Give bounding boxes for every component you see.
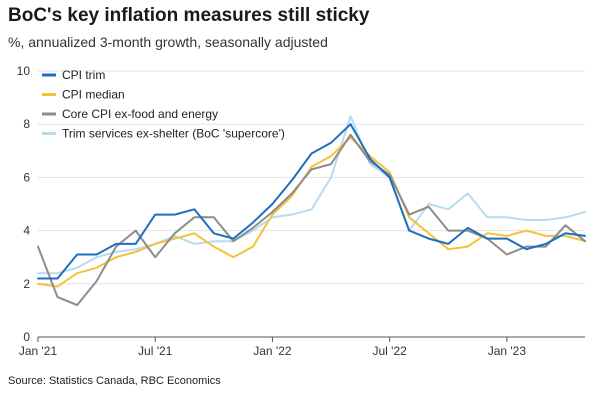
x-tick-label: Jul '22 (372, 344, 407, 358)
legend-label: Core CPI ex-food and energy (62, 107, 218, 121)
series-line-2 (37, 133, 586, 307)
chart-source: Source: Statistics Canada, RBC Economics (8, 375, 221, 387)
y-tick-label: 10 (17, 64, 31, 78)
y-tick-label: 4 (23, 224, 30, 238)
x-tick-label: Jul '21 (138, 344, 173, 358)
x-tick-label: Jan '23 (488, 344, 527, 358)
y-tick-label: 2 (23, 277, 30, 291)
x-tick-label: Jan '22 (253, 344, 292, 358)
series-line-3 (37, 115, 586, 275)
legend-label: CPI trim (62, 68, 105, 82)
x-tick-label: Jan '21 (19, 344, 58, 358)
series-line-0 (37, 123, 586, 280)
series-line-1 (37, 136, 586, 288)
y-tick-label: 0 (23, 330, 30, 344)
legend-label: Trim services ex-shelter (BoC 'supercore… (62, 127, 285, 141)
y-tick-label: 6 (23, 170, 30, 184)
chart-title: BoC's key inflation measures still stick… (8, 5, 370, 26)
chart-subtitle: %, annualized 3-month growth, seasonally… (8, 34, 328, 50)
y-tick-label: 8 (23, 117, 30, 131)
legend-label: CPI median (62, 88, 125, 102)
